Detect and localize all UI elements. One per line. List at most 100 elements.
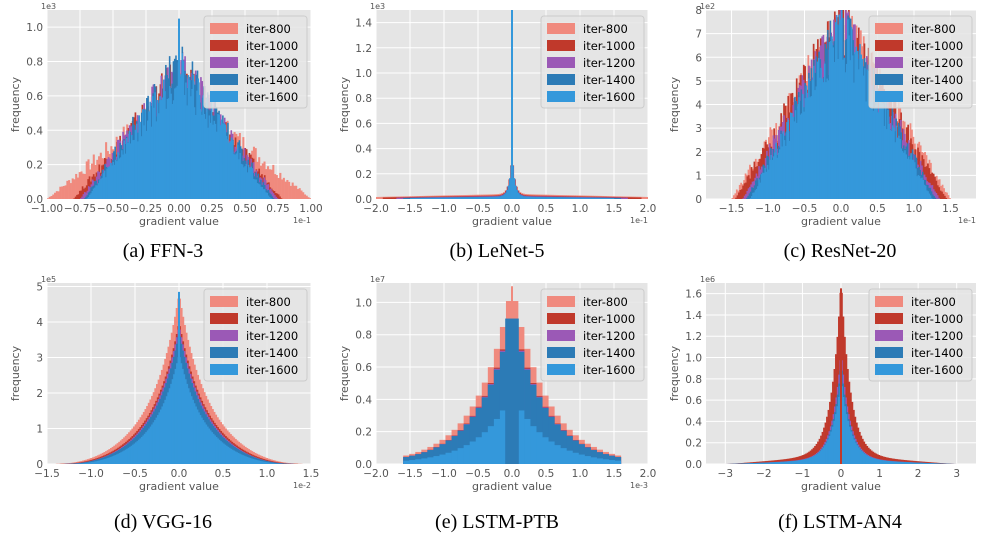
legend-label: iter-1200	[911, 329, 963, 343]
histogram-bar	[456, 197, 458, 199]
histogram-bar	[110, 163, 112, 199]
histogram-bar	[934, 191, 936, 199]
histogram-bar	[255, 179, 257, 199]
histogram-bar	[743, 195, 746, 199]
histogram-bar	[382, 197, 385, 199]
legend-label: iter-800	[246, 295, 291, 309]
histogram-bar	[845, 414, 848, 464]
histogram-bar	[154, 420, 156, 464]
legend-swatch	[875, 330, 903, 341]
histogram-bar	[124, 153, 127, 199]
histogram-bar	[750, 167, 753, 199]
histogram-bar	[893, 127, 895, 199]
histogram-bar	[421, 458, 428, 464]
histogram-bar	[921, 462, 924, 464]
panel-caption: (a) FFN-3	[123, 240, 204, 262]
histogram-bar	[137, 439, 140, 464]
histogram-bar	[415, 454, 422, 464]
histogram-bar	[282, 177, 285, 199]
histogram-bar	[124, 449, 127, 464]
histogram-bar	[172, 100, 175, 199]
histogram-bar	[83, 198, 86, 199]
histogram-bar	[608, 198, 611, 199]
histogram-bar	[924, 462, 927, 464]
histogram-bar	[757, 462, 760, 464]
histogram-bar	[475, 437, 483, 464]
histogram-bar	[117, 152, 119, 199]
histogram-bar	[867, 455, 870, 464]
histogram-bar	[429, 197, 431, 199]
histogram-bar	[111, 165, 113, 199]
histogram-bar	[206, 98, 208, 199]
histogram-bar	[800, 113, 803, 199]
histogram-bar	[554, 197, 556, 199]
histogram-bar	[558, 197, 560, 199]
histogram-bar	[580, 197, 582, 199]
histogram-bar	[108, 457, 111, 464]
histogram-bar	[855, 46, 858, 199]
histogram-bar	[777, 152, 780, 199]
histogram-bar	[621, 197, 624, 199]
histogram-bar	[156, 100, 159, 199]
histogram-bar	[491, 196, 494, 199]
histogram-bar	[808, 78, 810, 199]
histogram-bar	[121, 451, 124, 464]
histogram-bar	[793, 460, 796, 464]
histogram-bar	[640, 196, 643, 199]
histogram-bar	[646, 196, 648, 199]
histogram-bar	[247, 457, 250, 464]
histogram-bar	[391, 197, 394, 199]
histogram-bar	[896, 138, 899, 199]
y-tick-label: 7	[695, 29, 702, 41]
x-tick-label: 0.5	[538, 468, 555, 480]
histogram-bar	[401, 197, 403, 199]
histogram-bar	[893, 461, 896, 464]
histogram-bar	[89, 194, 91, 199]
histogram-bar	[123, 450, 126, 464]
histogram-bar	[431, 197, 434, 199]
histogram-bar	[69, 463, 72, 464]
legend-label: iter-800	[583, 295, 628, 309]
histogram-bar	[275, 196, 277, 199]
x-tick-label: −2.0	[363, 203, 389, 215]
histogram-bar	[582, 197, 585, 199]
histogram-bar	[944, 191, 947, 199]
histogram-bar	[814, 454, 817, 464]
histogram-bar	[639, 197, 642, 199]
y-multiplier: 1e7	[370, 275, 385, 284]
histogram-bar	[746, 463, 749, 464]
histogram-bar	[442, 197, 445, 199]
histogram-bar	[487, 384, 495, 464]
x-tick-label: 0	[838, 468, 845, 480]
histogram-bar	[145, 432, 148, 464]
histogram-bar	[797, 104, 799, 199]
histogram-bar	[189, 392, 192, 464]
histogram-bar	[799, 460, 802, 464]
histogram-bar	[243, 167, 245, 199]
histogram-bar	[481, 397, 489, 464]
histogram-bar	[88, 462, 90, 464]
histogram-bar	[833, 62, 836, 199]
histogram-bar	[446, 197, 449, 199]
histogram-bar	[904, 150, 906, 199]
histogram-bar	[158, 113, 160, 199]
histogram-bar	[947, 195, 950, 199]
histogram-bar	[915, 462, 917, 464]
legend-label: iter-1600	[246, 90, 298, 104]
histogram-bar	[890, 461, 893, 464]
histogram-bar	[126, 448, 128, 464]
y-tick-label: 1.0	[355, 297, 372, 309]
histogram-bar	[184, 379, 187, 464]
histogram-bar	[830, 431, 833, 464]
histogram-bar	[135, 442, 137, 464]
histogram-bar	[890, 130, 893, 199]
histogram-bar	[883, 125, 886, 199]
histogram-bar	[803, 111, 805, 199]
histogram-bar	[842, 396, 845, 464]
histogram-bar	[167, 98, 170, 199]
histogram-peak-bar	[840, 19, 842, 199]
histogram-bar	[830, 40, 832, 199]
histogram-bar	[451, 436, 458, 464]
legend-label: iter-800	[911, 295, 956, 309]
legend-label: iter-1600	[911, 363, 963, 377]
